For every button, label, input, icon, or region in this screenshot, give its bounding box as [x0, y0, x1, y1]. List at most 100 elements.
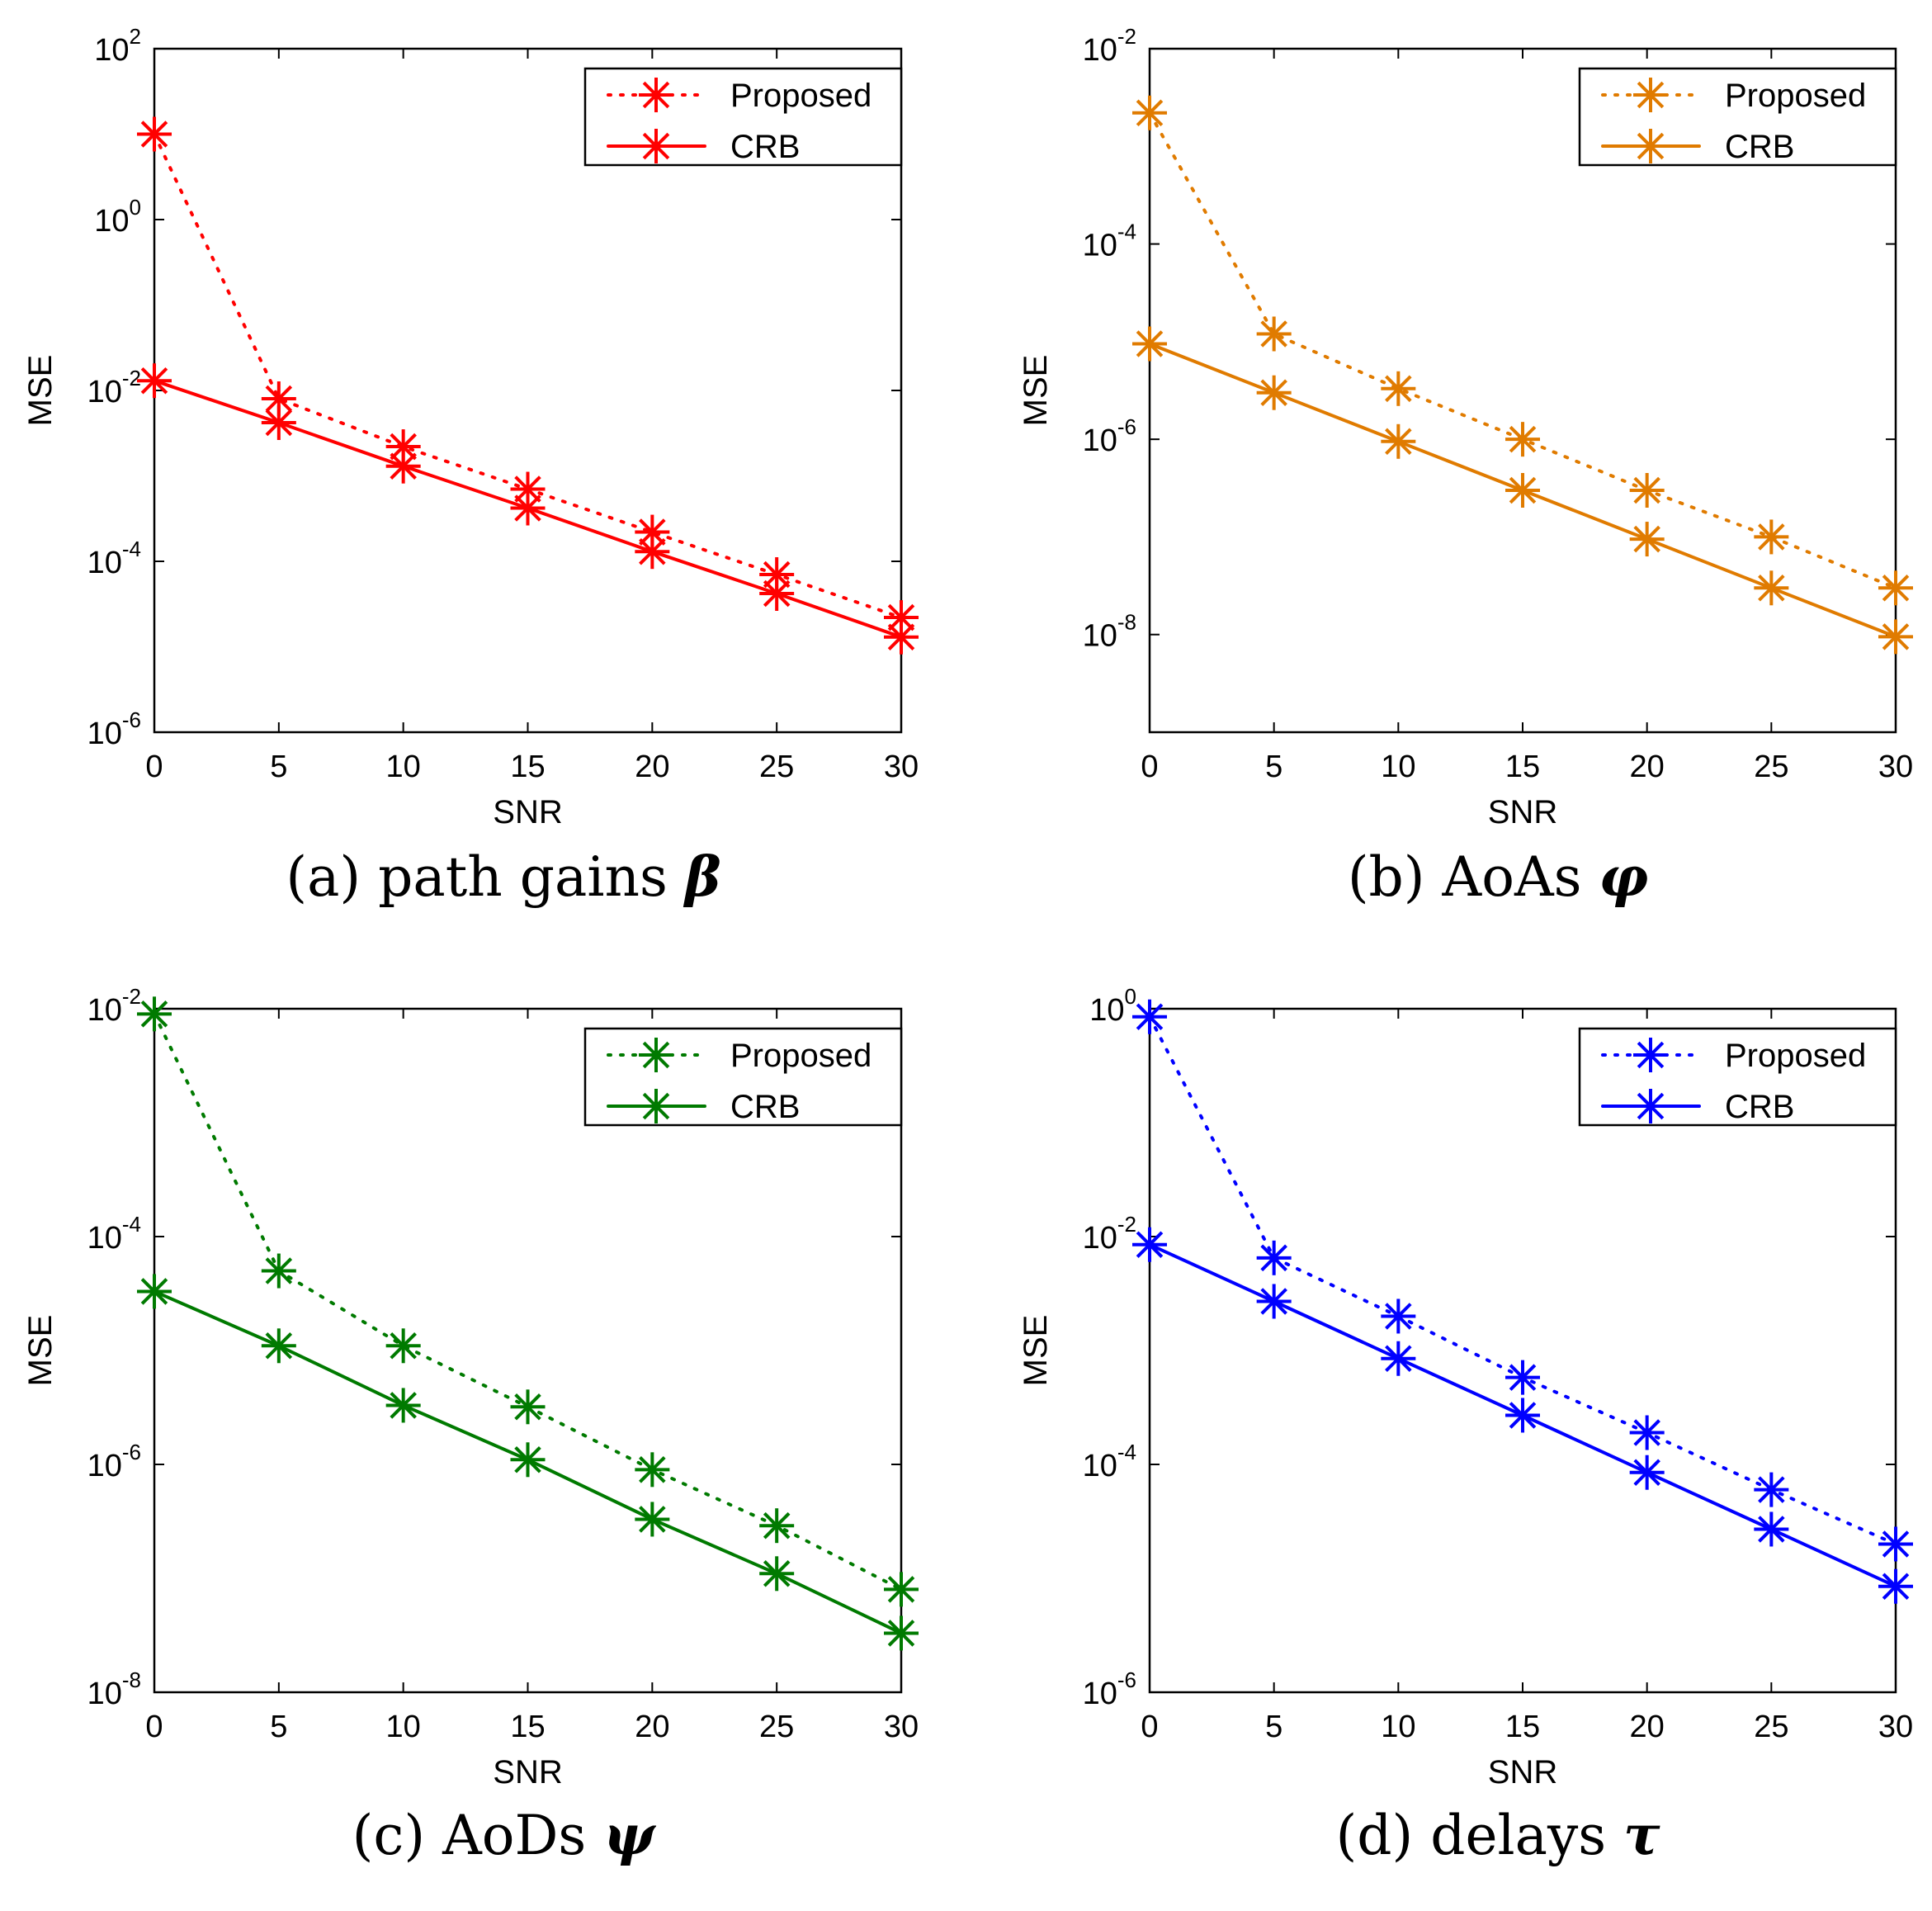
marker-stroke: [887, 623, 915, 650]
data-point-crb: [510, 1442, 546, 1478]
data-point-proposed: [261, 381, 296, 417]
marker-stroke: [140, 121, 168, 148]
legend-label: CRB: [730, 1089, 800, 1125]
marker-stroke: [639, 1456, 666, 1483]
data-point-proposed: [884, 1572, 919, 1607]
data-point-crb: [1878, 1568, 1913, 1604]
y-tick-label: 10-6: [1083, 414, 1136, 458]
chart-panel-4: 0 5 10 15 20 25 30 100 10-2 10-4 10-6 SNR MSE Propose…: [1018, 984, 1913, 1867]
data-point-crb: [1754, 570, 1789, 606]
data-point-crb: [385, 448, 421, 484]
y-tick-label: 100: [1089, 984, 1136, 1028]
marker-stroke: [514, 475, 541, 503]
legend-marker: [639, 1089, 673, 1123]
y-tick-label: 10-2: [1083, 1212, 1136, 1256]
data-point-proposed: [635, 1452, 670, 1488]
legend-marker: [1633, 1089, 1668, 1123]
legend-box: [1578, 1027, 1897, 1127]
x-tick-label: 5: [1265, 1710, 1282, 1744]
data-point-crb: [1256, 1284, 1292, 1319]
x-tick-label: 20: [1630, 750, 1665, 784]
data-point-crb: [137, 1274, 172, 1309]
x-tick-label: 20: [1630, 1710, 1665, 1744]
y-tick-label: 100: [94, 195, 141, 239]
marker-stroke: [1136, 1003, 1164, 1031]
data-point-proposed: [1256, 1240, 1292, 1275]
marker-stroke: [1385, 1303, 1412, 1330]
x-axis-label: SNR: [1488, 1754, 1557, 1790]
x-axis-label: SNR: [1488, 794, 1557, 830]
marker-stroke: [390, 433, 417, 461]
data-point-crb: [759, 575, 795, 611]
marker-stroke: [1637, 1092, 1665, 1120]
marker-stroke: [1637, 1041, 1665, 1069]
x-tick-label: 5: [270, 1710, 287, 1744]
y-tick-label: 10-4: [1083, 220, 1136, 263]
x-tick-label: 0: [1141, 750, 1158, 784]
marker-stroke: [887, 1620, 915, 1647]
data-point-proposed: [137, 116, 172, 152]
y-tick-label: 10-8: [1083, 610, 1136, 654]
legend: Proposed CRB: [583, 1027, 903, 1127]
y-tick-label: 10-4: [87, 537, 141, 580]
marker-stroke: [514, 1393, 541, 1421]
marker-stroke: [642, 132, 670, 160]
marker-stroke: [140, 367, 168, 395]
x-tick-label: 20: [635, 1710, 669, 1744]
data-point-crb: [261, 1328, 296, 1364]
marker-stroke: [514, 494, 541, 522]
data-point-crb: [1629, 522, 1665, 557]
data-point-proposed: [385, 429, 421, 465]
marker-stroke: [639, 537, 666, 565]
marker-stroke: [390, 1332, 417, 1360]
data-point-proposed: [1629, 472, 1665, 508]
marker-stroke: [1633, 525, 1660, 553]
marker-stroke: [763, 579, 791, 608]
data-point-crb: [510, 490, 546, 526]
marker-stroke: [1385, 1345, 1412, 1373]
x-tick-label: 0: [145, 750, 163, 784]
chart-panel-3: 0 5 10 15 20 25 30 10-2 10-4 10-6 10-8 SNR MSE Propos…: [22, 984, 919, 1867]
x-axis-label: SNR: [493, 1754, 562, 1790]
data-point-crb: [137, 363, 172, 399]
legend: Proposed CRB: [1578, 67, 1897, 167]
series-line-proposed: [1148, 111, 1897, 590]
panel-caption: (a) path gains β: [286, 844, 720, 909]
marker-stroke: [1260, 1244, 1287, 1272]
y-tick-label: 10-4: [87, 1212, 141, 1256]
marker-stroke: [1882, 1530, 1910, 1558]
marker-stroke: [390, 1392, 417, 1419]
data-point-proposed: [385, 1328, 421, 1364]
x-tick-label: 25: [1754, 750, 1788, 784]
x-tick-label: 25: [1754, 1710, 1788, 1744]
legend-marker: [1633, 78, 1668, 112]
marker-stroke: [1385, 428, 1412, 456]
data-point-proposed: [1878, 1526, 1913, 1562]
y-tick-label: 10-2: [1083, 24, 1136, 68]
marker-stroke: [1758, 575, 1785, 602]
data-point-crb: [1132, 326, 1167, 362]
y-axis-label: MSE: [1018, 355, 1054, 427]
y-tick-label: 10-6: [87, 1440, 141, 1483]
series-line-proposed: [153, 132, 903, 620]
marker-stroke: [1758, 1516, 1785, 1543]
y-axis-label: MSE: [1018, 1315, 1054, 1387]
data-point-proposed: [1132, 95, 1167, 130]
marker-stroke: [639, 518, 666, 546]
marker-stroke: [1136, 330, 1164, 357]
y-tick-label: 10-2: [87, 984, 141, 1028]
data-point-proposed: [1132, 999, 1167, 1034]
x-tick-label: 15: [1505, 1710, 1540, 1744]
x-tick-label: 15: [1505, 750, 1540, 784]
marker-stroke: [763, 561, 791, 589]
data-point-crb: [635, 534, 670, 570]
x-tick-label: 15: [510, 750, 545, 784]
data-point-proposed: [1754, 1472, 1789, 1507]
marker-stroke: [887, 603, 915, 631]
marker-stroke: [1758, 1476, 1785, 1503]
data-point-proposed: [1381, 371, 1416, 406]
x-tick-label: 15: [510, 1710, 545, 1744]
x-tick-label: 5: [1265, 750, 1282, 784]
data-point-proposed: [261, 1253, 296, 1289]
data-point-proposed: [1256, 316, 1292, 352]
